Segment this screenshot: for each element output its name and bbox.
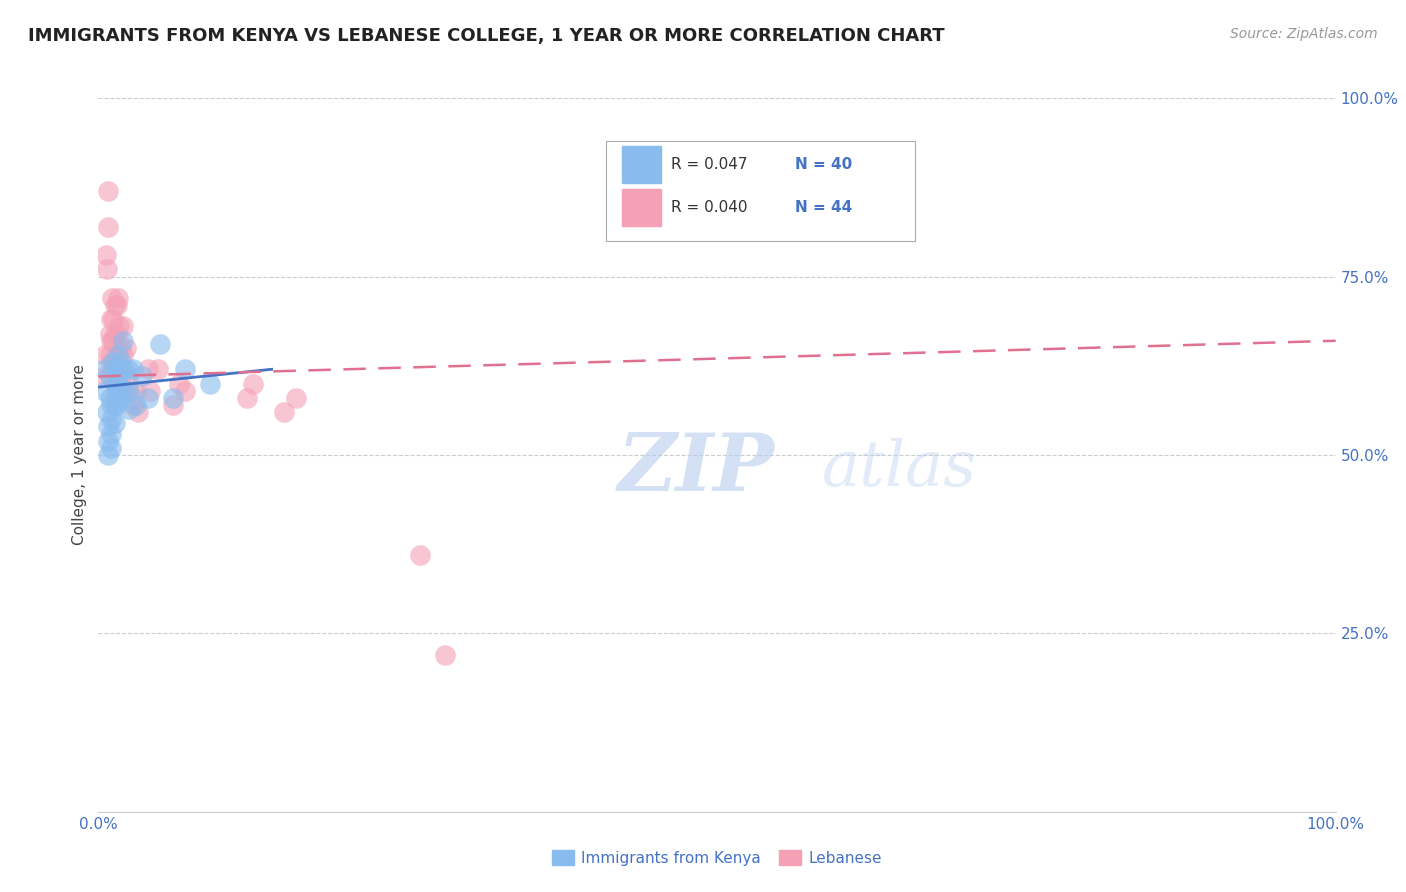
Point [162,398,184,412]
Point [97,184,120,198]
Text: N = 40: N = 40 [794,157,852,172]
Point [94,248,117,262]
Point [112,348,135,362]
Point [112,334,135,348]
Point [118,401,141,416]
Point [105,326,128,341]
Point [97,448,120,462]
Point [139,384,162,398]
Point [104,348,127,362]
Point [105,376,128,391]
Point [149,337,172,351]
Point [118,384,141,398]
Point [108,391,131,405]
Point [146,362,169,376]
Point [105,362,128,376]
Point [162,391,184,405]
Point [100,312,122,326]
Point [285,391,308,405]
Text: R = 0.047: R = 0.047 [671,157,748,172]
Point [100,441,122,455]
Y-axis label: College, 1 year or more: College, 1 year or more [72,365,87,545]
Point [93,384,115,398]
Point [101,291,124,305]
Point [107,348,129,362]
Point [103,416,125,430]
Point [103,312,125,326]
Point [103,334,125,348]
Bar [621,189,661,226]
Point [117,369,139,384]
Point [124,398,146,412]
Point [110,355,132,369]
Point [107,369,129,384]
Point [174,384,197,398]
Point [100,355,122,369]
Point [136,391,159,405]
Bar [621,146,661,183]
Point [174,362,197,376]
Point [107,291,129,305]
Text: Source: ZipAtlas.com: Source: ZipAtlas.com [1230,27,1378,41]
Point [124,384,146,398]
Text: R = 0.040: R = 0.040 [671,200,748,215]
Point [110,341,132,355]
Text: IMMIGRANTS FROM KENYA VS LEBANESE COLLEGE, 1 YEAR OR MORE CORRELATION CHART: IMMIGRANTS FROM KENYA VS LEBANESE COLLEG… [28,27,945,45]
Point [97,219,120,234]
Point [103,298,125,312]
Point [112,362,135,376]
Point [104,362,127,376]
Point [98,348,121,362]
Point [108,319,131,334]
Point [110,369,132,384]
Point [118,384,141,398]
Point [122,398,145,412]
Point [93,362,115,376]
Text: atlas: atlas [823,438,977,500]
Point [98,369,121,384]
Point [105,298,128,312]
Point [98,369,121,384]
Point [100,398,122,412]
Point [93,348,115,362]
Legend: Immigrants from Kenya, Lebanese: Immigrants from Kenya, Lebanese [546,844,889,871]
Point [103,398,125,412]
Text: ZIP: ZIP [619,431,775,508]
Point [110,384,132,398]
Point [198,376,221,391]
Point [103,326,125,341]
Point [96,405,118,419]
Point [409,548,432,562]
Point [105,398,128,412]
FancyBboxPatch shape [606,141,915,241]
Point [96,262,118,277]
Point [93,369,115,384]
Point [98,391,121,405]
Point [98,326,121,341]
Point [433,648,456,662]
Point [114,384,136,398]
Point [242,376,264,391]
Point [127,405,149,419]
Point [100,334,122,348]
Point [117,362,139,376]
Point [273,405,295,419]
Point [131,369,153,384]
Point [100,426,122,441]
Point [103,355,125,369]
Point [100,412,122,426]
Point [103,376,125,391]
Point [104,384,127,398]
Point [236,391,259,405]
Point [114,341,136,355]
Point [136,362,159,376]
Point [97,419,120,434]
Point [167,376,190,391]
Text: N = 44: N = 44 [794,200,852,215]
Point [97,434,120,448]
Point [122,362,145,376]
Point [112,319,135,334]
